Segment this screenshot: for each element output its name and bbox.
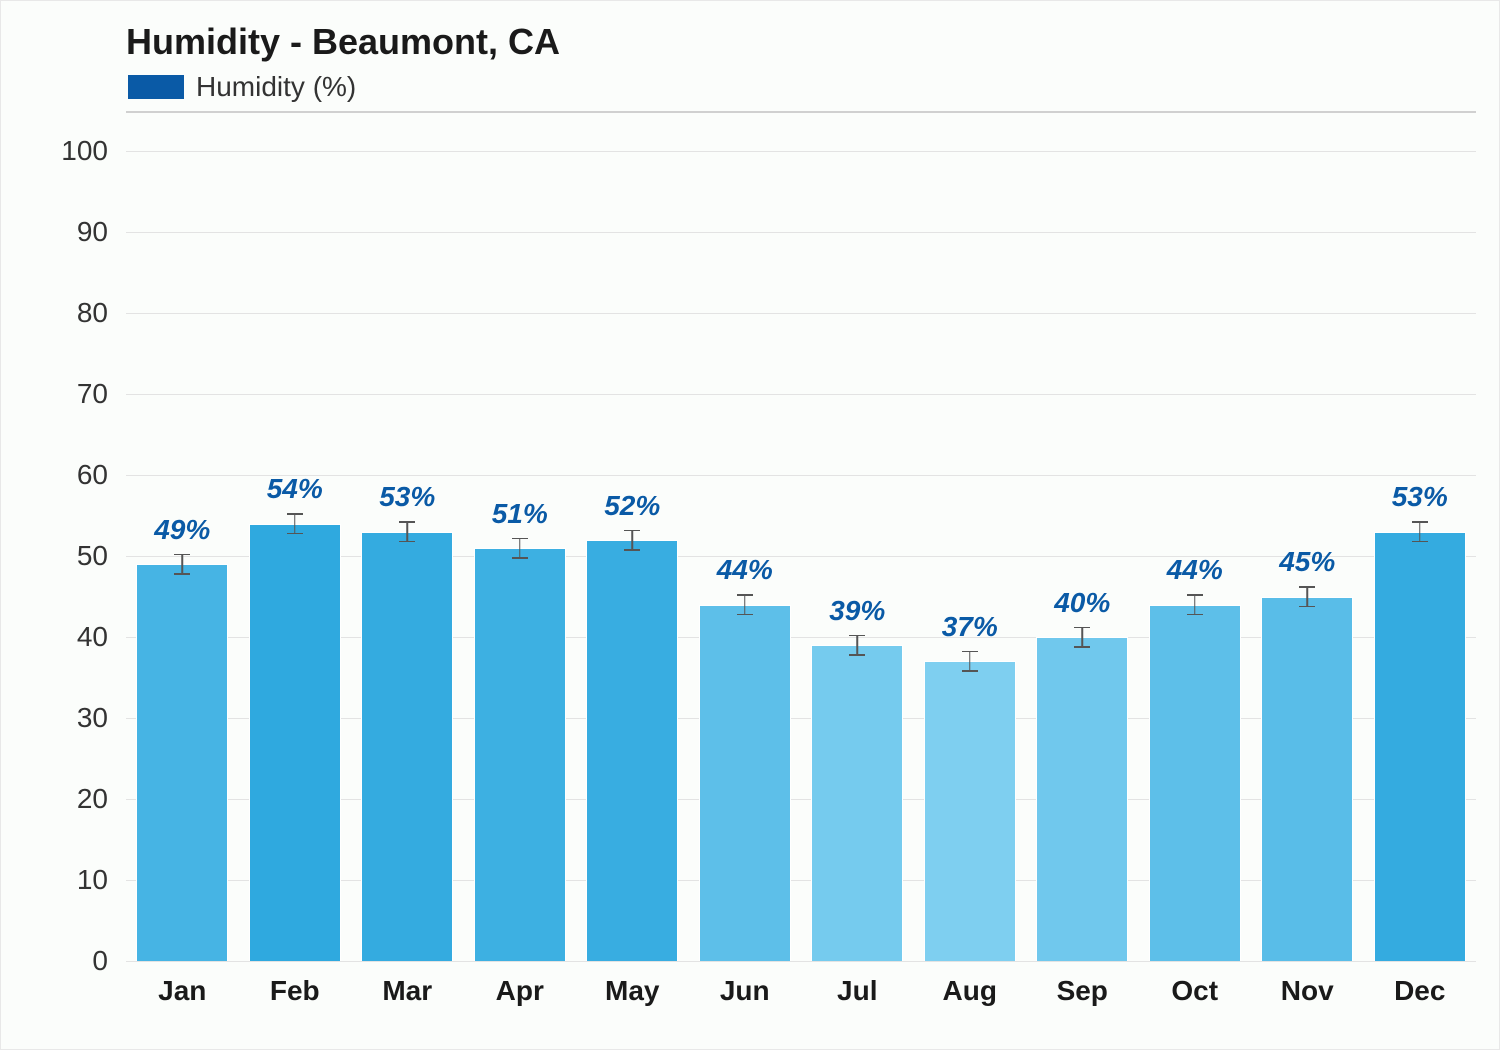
legend-swatch <box>128 75 184 99</box>
bar <box>1149 605 1241 961</box>
gridline <box>126 961 1476 962</box>
y-tick-label: 10 <box>7 864 108 896</box>
y-tick-label: 60 <box>7 459 108 491</box>
x-tick-label: Jun <box>689 975 802 1007</box>
bar <box>924 661 1016 961</box>
bar <box>136 564 228 961</box>
bar <box>1374 532 1466 961</box>
bar <box>811 645 903 961</box>
gridline-top <box>126 111 1476 113</box>
x-tick-label: Sep <box>1026 975 1139 1007</box>
y-tick-label: 50 <box>7 540 108 572</box>
gridline <box>126 394 1476 395</box>
bar-value-label: 44% <box>695 554 795 586</box>
bar-value-label: 40% <box>1032 587 1132 619</box>
x-tick-label: Dec <box>1364 975 1477 1007</box>
bar-value-label: 52% <box>582 490 682 522</box>
bar-value-label: 37% <box>920 611 1020 643</box>
x-tick-label: Jul <box>801 975 914 1007</box>
bar <box>249 524 341 961</box>
bar-value-label: 53% <box>1370 481 1470 513</box>
gridline <box>126 232 1476 233</box>
bar-value-label: 51% <box>470 498 570 530</box>
bar-value-label: 45% <box>1257 546 1357 578</box>
y-tick-label: 90 <box>7 216 108 248</box>
bar <box>1036 637 1128 961</box>
x-tick-label: Feb <box>239 975 352 1007</box>
x-tick-label: Jan <box>126 975 239 1007</box>
y-tick-label: 40 <box>7 621 108 653</box>
y-tick-label: 30 <box>7 702 108 734</box>
x-tick-label: Apr <box>464 975 577 1007</box>
x-tick-label: Oct <box>1139 975 1252 1007</box>
bar-value-label: 53% <box>357 481 457 513</box>
gridline <box>126 151 1476 152</box>
legend-label: Humidity (%) <box>196 71 356 103</box>
y-tick-label: 70 <box>7 378 108 410</box>
bar <box>361 532 453 961</box>
bar-value-label: 49% <box>132 514 232 546</box>
y-tick-label: 80 <box>7 297 108 329</box>
y-tick-label: 100 <box>7 135 108 167</box>
x-tick-label: Aug <box>914 975 1027 1007</box>
humidity-chart: Humidity - Beaumont, CA Humidity (%) 010… <box>0 0 1500 1050</box>
plot-area: 010203040506070809010049%Jan54%Feb53%Mar… <box>126 111 1476 961</box>
bar <box>586 540 678 961</box>
y-tick-label: 20 <box>7 783 108 815</box>
bar <box>1261 597 1353 961</box>
chart-legend: Humidity (%) <box>128 71 356 103</box>
y-tick-label: 0 <box>7 945 108 977</box>
bar-value-label: 39% <box>807 595 907 627</box>
bar-value-label: 54% <box>245 473 345 505</box>
x-tick-label: May <box>576 975 689 1007</box>
bar <box>699 605 791 961</box>
x-tick-label: Nov <box>1251 975 1364 1007</box>
gridline <box>126 313 1476 314</box>
bar-value-label: 44% <box>1145 554 1245 586</box>
x-tick-label: Mar <box>351 975 464 1007</box>
chart-title: Humidity - Beaumont, CA <box>126 21 560 63</box>
bar <box>474 548 566 961</box>
